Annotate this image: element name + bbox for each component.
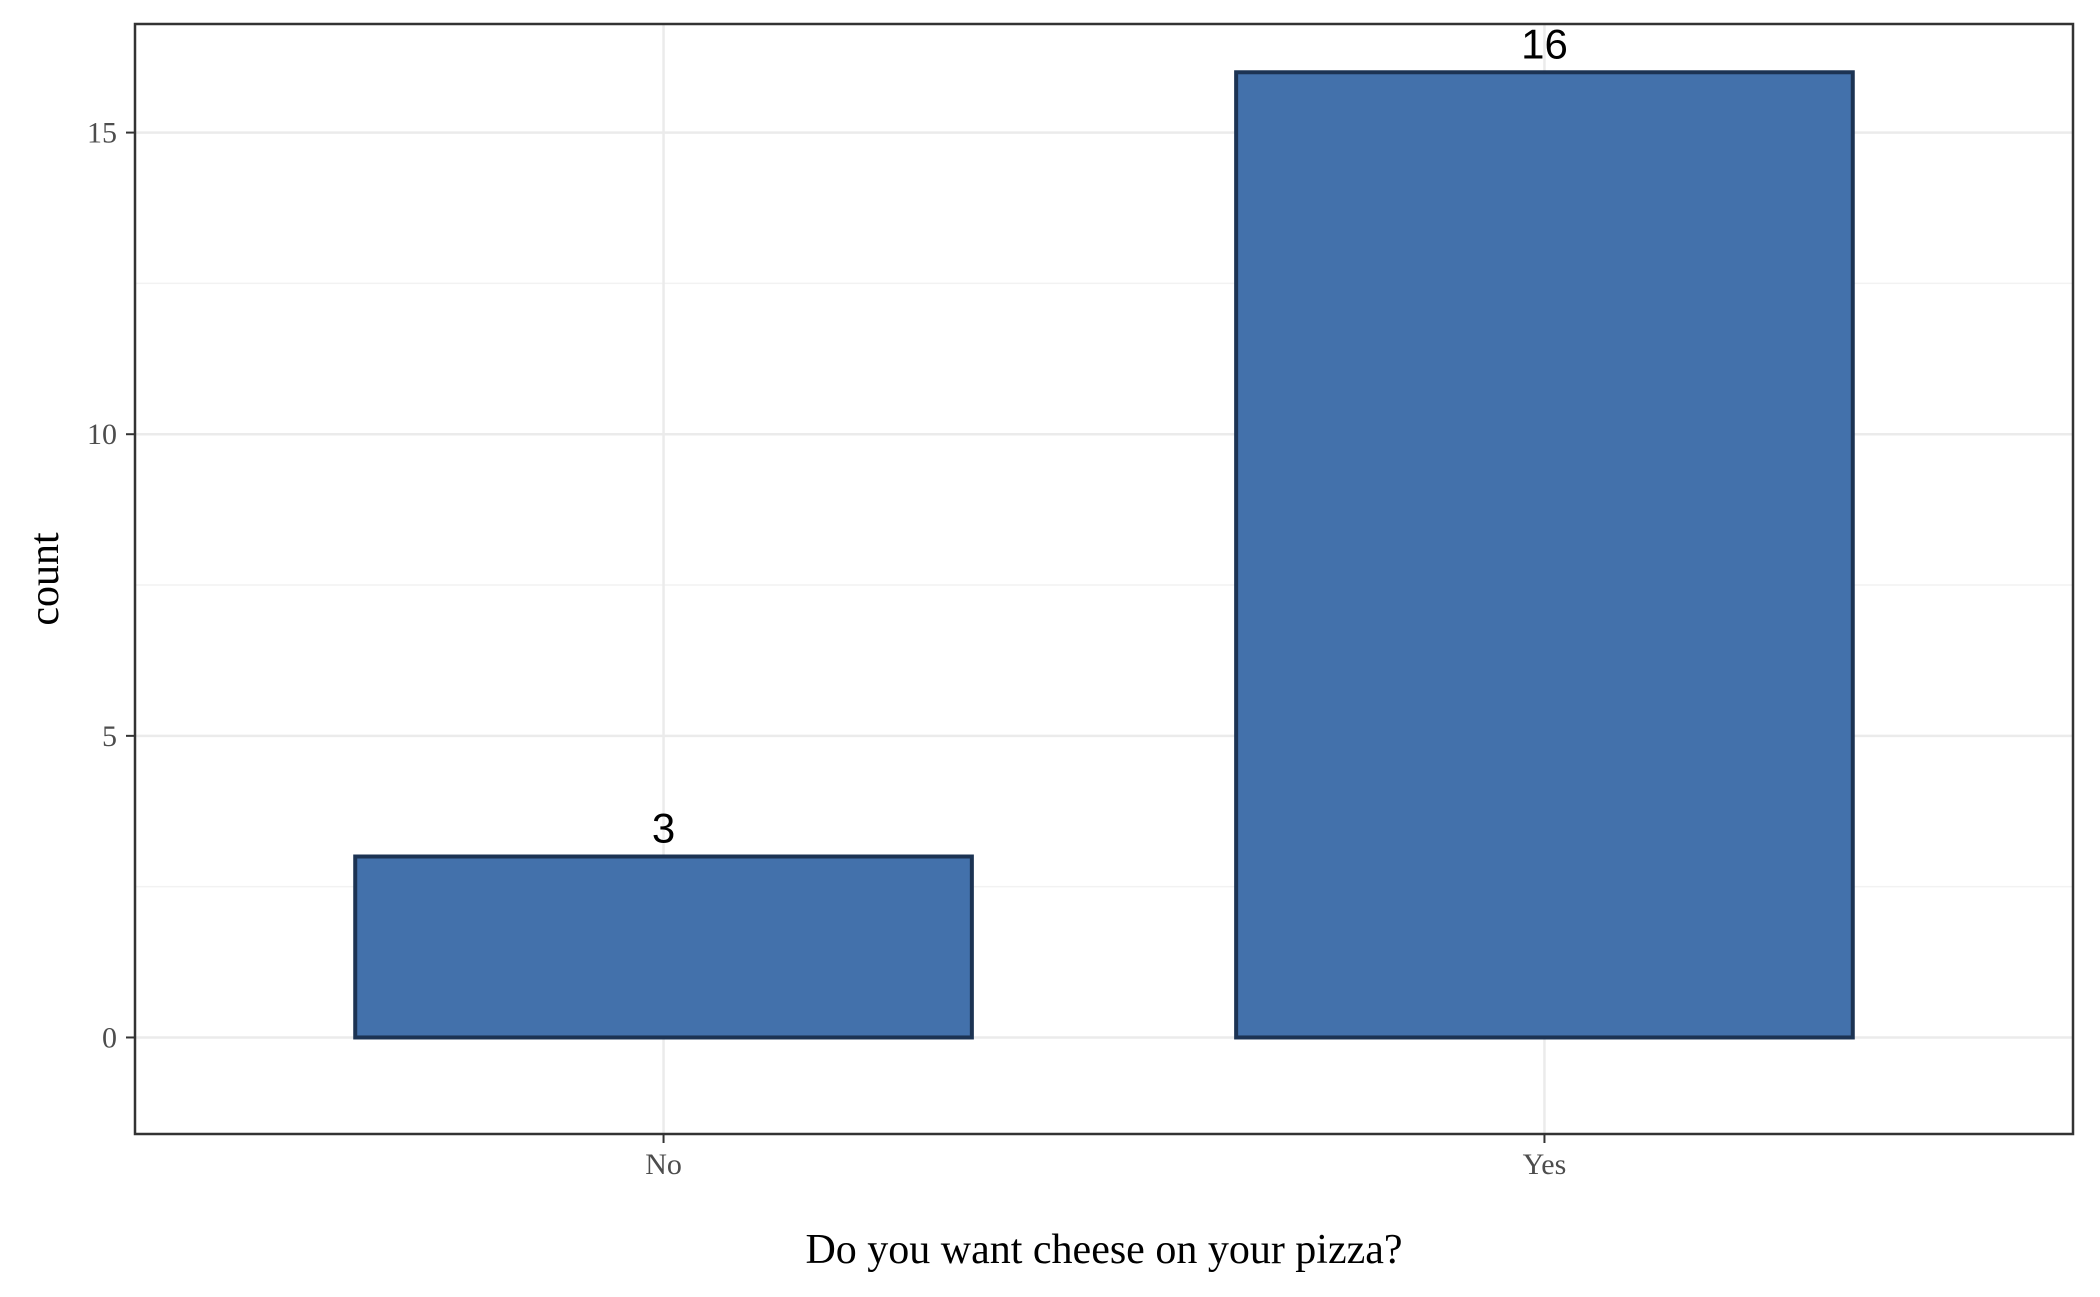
y-tick-label: 0 xyxy=(102,1021,117,1054)
data-label: 3 xyxy=(652,805,675,852)
x-tick-label: No xyxy=(645,1148,682,1181)
bar-yes xyxy=(1234,70,1855,1040)
x-axis-title: Do you want cheese on your pizza? xyxy=(805,1227,1402,1273)
panel-border xyxy=(133,22,2075,1136)
y-tick-label: 15 xyxy=(87,117,117,150)
y-axis-title: count xyxy=(22,532,68,626)
data-label: 16 xyxy=(1521,20,1568,67)
bars xyxy=(353,70,1855,1040)
y-tick-label: 10 xyxy=(87,418,117,451)
data-labels: 3 16 xyxy=(652,20,1568,851)
x-tick-label: Yes xyxy=(1523,1148,1567,1181)
axes: 0 5 10 15 No Yes xyxy=(87,117,1566,1181)
y-tick-label: 5 xyxy=(102,720,117,753)
bar-no xyxy=(353,854,974,1040)
